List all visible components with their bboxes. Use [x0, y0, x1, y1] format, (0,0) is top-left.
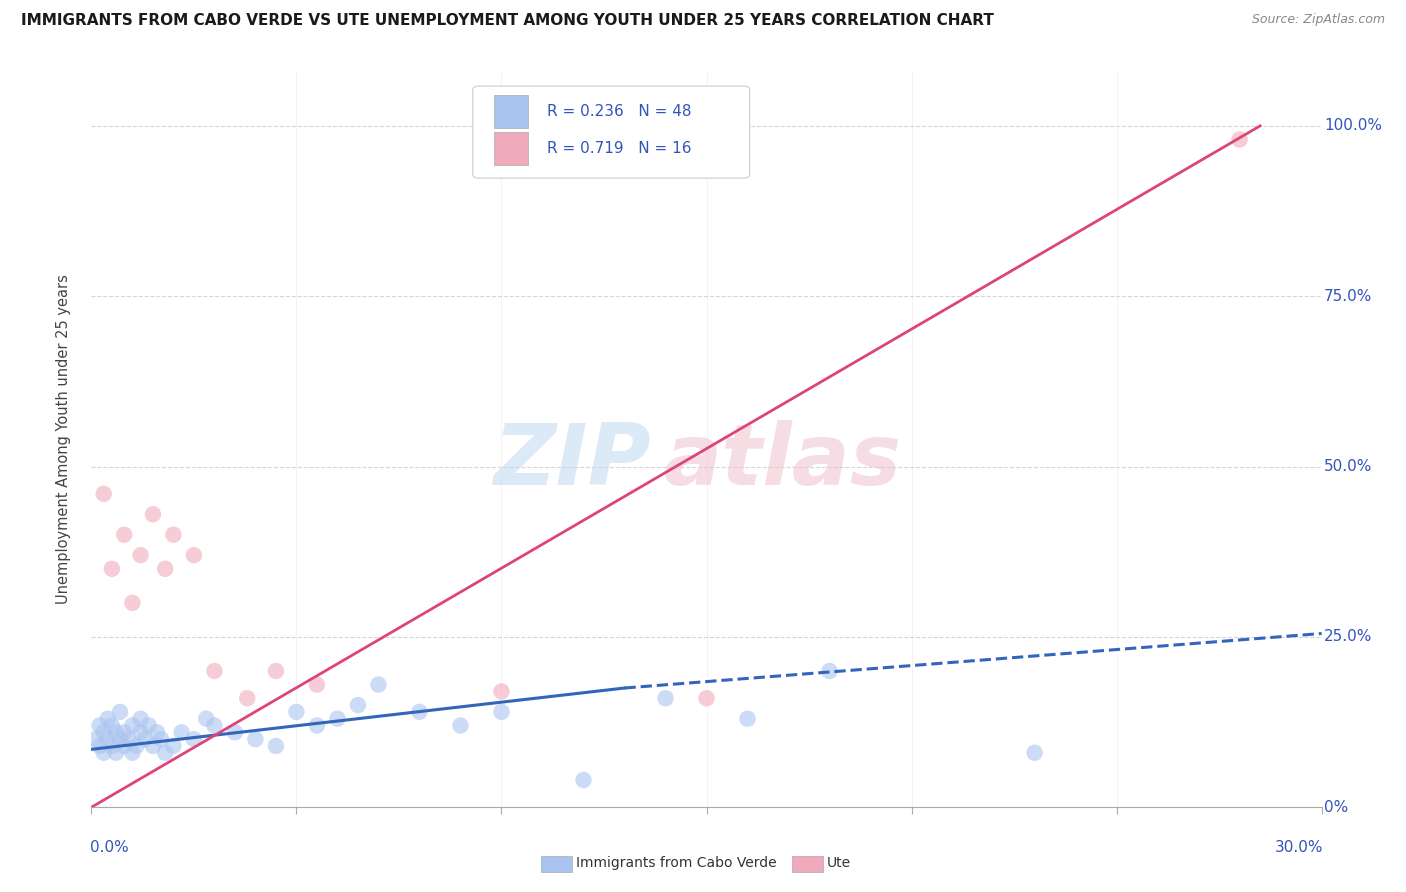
- Point: [105, 725, 127, 739]
- Point: [108, 732, 131, 747]
- Point: [129, 725, 152, 739]
- Point: [572, 772, 595, 787]
- Point: [97, 732, 120, 747]
- Y-axis label: Unemployment Among Youth under 25 years: Unemployment Among Youth under 25 years: [56, 275, 72, 604]
- Point: [153, 562, 177, 576]
- Point: [129, 712, 152, 726]
- Point: [101, 739, 124, 753]
- Point: [112, 739, 135, 753]
- Text: 25.0%: 25.0%: [1324, 630, 1372, 644]
- Point: [101, 562, 124, 576]
- Point: [134, 732, 156, 747]
- Point: [491, 705, 513, 719]
- Point: [89, 718, 111, 732]
- Point: [93, 725, 115, 739]
- Point: [125, 739, 148, 753]
- Point: [305, 718, 328, 732]
- Point: [162, 527, 184, 541]
- Text: Ute: Ute: [827, 856, 851, 871]
- Point: [121, 746, 143, 760]
- Point: [93, 746, 115, 760]
- Point: [129, 548, 152, 562]
- Point: [105, 746, 127, 760]
- Text: IMMIGRANTS FROM CABO VERDE VS UTE UNEMPLOYMENT AMONG YOUTH UNDER 25 YEARS CORREL: IMMIGRANTS FROM CABO VERDE VS UTE UNEMPL…: [21, 13, 994, 29]
- Point: [89, 739, 111, 753]
- Text: ZIP: ZIP: [494, 420, 651, 503]
- FancyBboxPatch shape: [472, 87, 749, 178]
- Text: 75.0%: 75.0%: [1324, 289, 1372, 303]
- Text: 0.0%: 0.0%: [90, 840, 129, 855]
- Text: Immigrants from Cabo Verde: Immigrants from Cabo Verde: [576, 856, 778, 871]
- Point: [654, 691, 676, 706]
- Text: 0%: 0%: [1324, 800, 1348, 814]
- Text: 100.0%: 100.0%: [1324, 119, 1382, 134]
- Point: [1024, 746, 1046, 760]
- Point: [93, 487, 115, 501]
- Point: [162, 739, 184, 753]
- Point: [818, 664, 841, 678]
- FancyBboxPatch shape: [494, 95, 529, 128]
- Text: atlas: atlas: [664, 420, 901, 503]
- Point: [491, 684, 513, 698]
- Point: [408, 705, 430, 719]
- Text: 30.0%: 30.0%: [1274, 840, 1323, 855]
- Point: [326, 712, 349, 726]
- Point: [112, 527, 135, 541]
- Point: [183, 548, 205, 562]
- Point: [224, 725, 246, 739]
- Point: [146, 725, 169, 739]
- Point: [695, 691, 717, 706]
- Point: [121, 718, 143, 732]
- Text: 50.0%: 50.0%: [1324, 459, 1372, 474]
- Point: [150, 732, 173, 747]
- Text: R = 0.236   N = 48: R = 0.236 N = 48: [547, 104, 692, 120]
- Point: [142, 508, 165, 522]
- Point: [305, 678, 328, 692]
- Point: [84, 732, 107, 747]
- Point: [112, 725, 135, 739]
- Point: [737, 712, 759, 726]
- Point: [202, 718, 225, 732]
- Point: [117, 732, 139, 747]
- Point: [264, 739, 287, 753]
- Point: [245, 732, 267, 747]
- Point: [195, 712, 218, 726]
- Point: [138, 718, 160, 732]
- Point: [183, 732, 205, 747]
- FancyBboxPatch shape: [494, 132, 529, 165]
- Point: [142, 739, 165, 753]
- Point: [1229, 132, 1251, 146]
- Point: [285, 705, 308, 719]
- Point: [264, 664, 287, 678]
- Point: [367, 678, 389, 692]
- Point: [97, 712, 120, 726]
- Point: [108, 705, 131, 719]
- Point: [101, 718, 124, 732]
- Point: [153, 746, 177, 760]
- Point: [202, 664, 225, 678]
- Point: [121, 596, 143, 610]
- Point: [236, 691, 259, 706]
- Point: [170, 725, 193, 739]
- Text: R = 0.719   N = 16: R = 0.719 N = 16: [547, 141, 692, 156]
- Point: [449, 718, 471, 732]
- Point: [347, 698, 370, 712]
- Text: Source: ZipAtlas.com: Source: ZipAtlas.com: [1251, 13, 1385, 27]
